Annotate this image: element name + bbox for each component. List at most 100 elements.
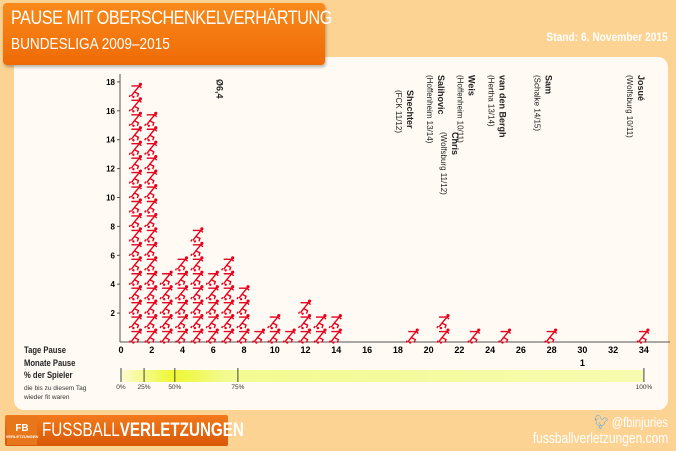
player-icon — [174, 299, 189, 315]
player-icon — [144, 328, 158, 344]
player-icon — [467, 328, 481, 344]
player-name: Weis — [466, 75, 477, 96]
player-icon — [159, 270, 173, 286]
player-icon — [159, 314, 173, 330]
logo-badge: FB VERLETZUNGEN — [6, 416, 38, 445]
x-tick-label: 2 — [149, 345, 155, 355]
percentile-label: 0% — [116, 384, 126, 391]
player-name: Chris — [449, 132, 460, 156]
player-club: (Schalke 14/15) — [532, 75, 542, 132]
logo-text: FUSSBALLVERLETZUNGEN — [42, 419, 244, 441]
player-icon — [128, 140, 142, 156]
player-icon — [144, 155, 158, 171]
player-icon — [128, 270, 142, 286]
player-annotation: van den Bergh (Hertha 13/14) — [486, 75, 509, 138]
x-axis-label: Tage Pause — [24, 345, 66, 355]
player-club: (Hertha 13/14) — [486, 75, 496, 127]
chart-panel — [14, 57, 668, 410]
percent-note: die bis zu diesem Tag wieder fit waren — [24, 385, 87, 401]
player-annotation: Salihovic (Hoffenheim 13/14) — [424, 75, 447, 143]
player-icon — [128, 198, 142, 214]
player-icon — [313, 328, 327, 344]
player-icon — [205, 285, 219, 301]
player-icon — [128, 212, 142, 229]
player-icon — [128, 155, 142, 171]
player-club: (Wolfsburg 10/11) — [624, 75, 634, 138]
player-icon — [436, 314, 450, 330]
month-tick-label: 1 — [579, 358, 585, 368]
player-icon — [128, 169, 142, 185]
player-icon — [297, 314, 312, 330]
player-annotation: Josué (Wolfsburg 10/11) — [624, 75, 647, 138]
x-tick-label: 26 — [515, 345, 526, 355]
player-name: Shechter — [405, 90, 416, 129]
date-stamp: Stand: 6. November 2015 — [546, 30, 668, 44]
title-box: PAUSE MIT OBERSCHENKELVERHÄRTUNG BUNDESL… — [3, 3, 332, 65]
player-icon — [128, 97, 142, 113]
x-tick-label: 22 — [454, 345, 465, 355]
percentile-label: 100% — [635, 384, 653, 391]
player-icon — [297, 328, 312, 344]
player-icon — [221, 314, 235, 330]
twitter-handle[interactable]: 🐦︎ @fbinjuries — [594, 414, 668, 430]
player-icon — [128, 314, 142, 330]
y-tick-label: 6 — [111, 251, 116, 260]
player-icon — [128, 328, 142, 344]
y-tick-label: 2 — [111, 309, 116, 318]
x-tick-label: 14 — [331, 345, 342, 355]
player-icon — [221, 328, 235, 344]
percentile-label: 25% — [137, 384, 151, 391]
player-icon — [174, 270, 189, 286]
player-icon — [405, 328, 419, 344]
player-icon — [236, 299, 250, 315]
x-tick-label: 30 — [577, 345, 588, 355]
player-annotation: Chris (Wolfsburg 11/12) — [438, 132, 461, 195]
player-icon — [128, 285, 142, 301]
y-tick-label: 12 — [106, 165, 115, 174]
player-icon — [190, 227, 204, 243]
player-icon — [282, 328, 296, 344]
player-name: Josué — [635, 75, 646, 102]
x-tick-label: 34 — [638, 345, 649, 355]
player-icon — [144, 299, 158, 315]
player-icon — [221, 256, 235, 272]
page-subtitle: BUNDESLIGA 2009–2015 — [11, 36, 170, 53]
player-icon — [205, 270, 219, 286]
player-icon — [144, 241, 158, 258]
player-icon — [190, 256, 204, 272]
y-tick-label: 8 — [111, 222, 116, 231]
player-icon — [328, 314, 342, 330]
x-tick-label: 4 — [180, 345, 186, 355]
x-tick-label: 6 — [210, 345, 216, 355]
player-icon — [221, 299, 235, 315]
player-icon — [221, 285, 235, 301]
player-icon — [190, 328, 204, 344]
brand-logo[interactable]: FB VERLETZUNGEN FUSSBALLVERLETZUNGEN — [5, 415, 244, 446]
percent-bar — [121, 370, 644, 382]
x-tick-label: 18 — [392, 345, 403, 355]
player-icon — [174, 328, 189, 344]
player-icon — [144, 314, 158, 330]
y-tick-label: 14 — [106, 136, 115, 145]
player-icon — [174, 256, 189, 272]
player-icon — [236, 328, 250, 344]
website-link[interactable]: fussballverletzungen.com — [532, 430, 668, 447]
player-club: (Hoffenheim 10/11) — [455, 75, 465, 143]
player-icon — [144, 212, 158, 229]
player-icon — [328, 328, 342, 344]
player-icon — [144, 285, 158, 301]
x-tick-label: 10 — [269, 345, 280, 355]
page-title: PAUSE MIT OBERSCHENKELVERHÄRTUNG — [11, 8, 332, 29]
player-icon — [267, 314, 281, 330]
player-icon — [205, 314, 219, 330]
x-tick-label: 20 — [423, 345, 434, 355]
player-icon — [236, 314, 250, 330]
player-icon — [497, 328, 512, 344]
player-icon — [128, 241, 142, 258]
player-icon — [297, 299, 312, 315]
percentile-label: 75% — [231, 384, 245, 391]
player-annotation: Shechter (FCK 11/12) — [393, 90, 416, 133]
player-annotation: Sam (Schalke 14/15) — [532, 75, 555, 131]
player-club: (Wolfsburg 11/12) — [438, 132, 448, 195]
